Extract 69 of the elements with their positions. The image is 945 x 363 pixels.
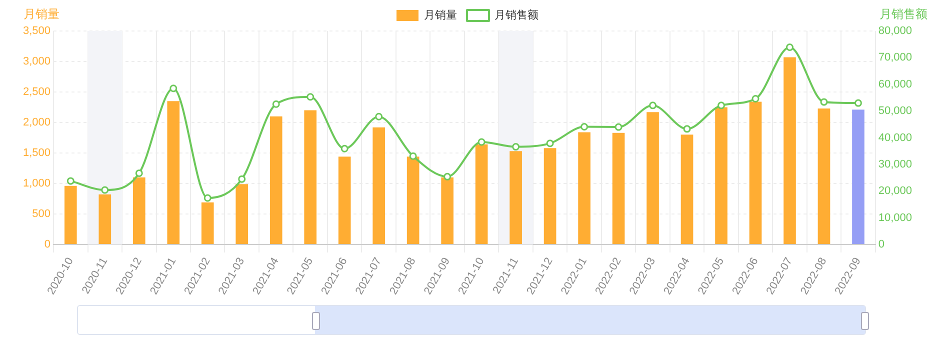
bar	[510, 151, 522, 244]
point	[718, 102, 726, 110]
y2-tick-label: 20,000	[878, 185, 912, 198]
bar	[372, 127, 385, 244]
point	[375, 112, 383, 120]
bar	[646, 112, 659, 244]
bar	[612, 132, 625, 244]
y2-tick-label: 0	[878, 238, 884, 250]
bar	[406, 156, 420, 244]
bar	[715, 107, 728, 244]
bar	[852, 110, 864, 244]
bar	[441, 177, 454, 244]
y-tick-label: 2,000	[22, 116, 51, 129]
y-tick-label: 500	[32, 208, 51, 220]
bar	[544, 148, 556, 244]
y2-tick-label: 30,000	[878, 158, 912, 170]
bar	[475, 144, 488, 244]
y-tick-label: 2,500	[22, 86, 51, 98]
y2-tick-label: 40,000	[878, 132, 912, 144]
point	[306, 93, 314, 101]
bar	[680, 134, 694, 244]
bar	[784, 57, 796, 244]
bar	[304, 110, 317, 244]
point	[478, 138, 486, 146]
bar	[167, 101, 180, 244]
y-tick-label: 1,000	[22, 177, 51, 190]
y2-axis-title: 月销售额	[879, 7, 928, 22]
point	[170, 84, 178, 92]
point	[272, 100, 280, 108]
point	[854, 99, 862, 107]
bar	[98, 194, 112, 244]
bar	[201, 202, 214, 244]
point	[786, 44, 794, 52]
point	[238, 175, 246, 183]
bar	[749, 102, 762, 244]
y-tick-label: 1,500	[22, 146, 51, 159]
y2-tick-label: 10,000	[878, 212, 912, 224]
point	[820, 98, 828, 106]
point	[546, 140, 554, 148]
bar	[236, 184, 248, 244]
bar	[578, 132, 590, 244]
point	[66, 177, 74, 185]
y-tick-label: 3,000	[22, 56, 51, 68]
point	[444, 172, 452, 180]
bar	[132, 177, 146, 244]
legend-label: 月销量	[424, 10, 457, 22]
y2-tick-label: 80,000	[878, 25, 912, 38]
point	[101, 186, 109, 194]
point	[683, 125, 691, 133]
legend-label: 月销售额	[494, 8, 538, 22]
bar	[818, 108, 830, 244]
point	[752, 95, 760, 103]
point	[649, 102, 657, 110]
point	[614, 123, 622, 131]
point	[135, 169, 143, 177]
y-tick-label: 0	[44, 238, 51, 250]
y2-tick-label: 60,000	[878, 78, 912, 90]
y2-tick-label: 50,000	[878, 105, 912, 118]
bar	[338, 156, 351, 244]
point	[580, 123, 588, 131]
bar	[270, 116, 282, 244]
y-axis-title: 月销量	[24, 7, 60, 22]
point	[204, 194, 212, 202]
bar	[64, 186, 77, 244]
y2-tick-label: 70,000	[878, 52, 912, 64]
y-tick-label: 3,500	[22, 25, 51, 38]
point	[512, 143, 520, 151]
point	[340, 144, 348, 152]
point	[409, 152, 417, 160]
